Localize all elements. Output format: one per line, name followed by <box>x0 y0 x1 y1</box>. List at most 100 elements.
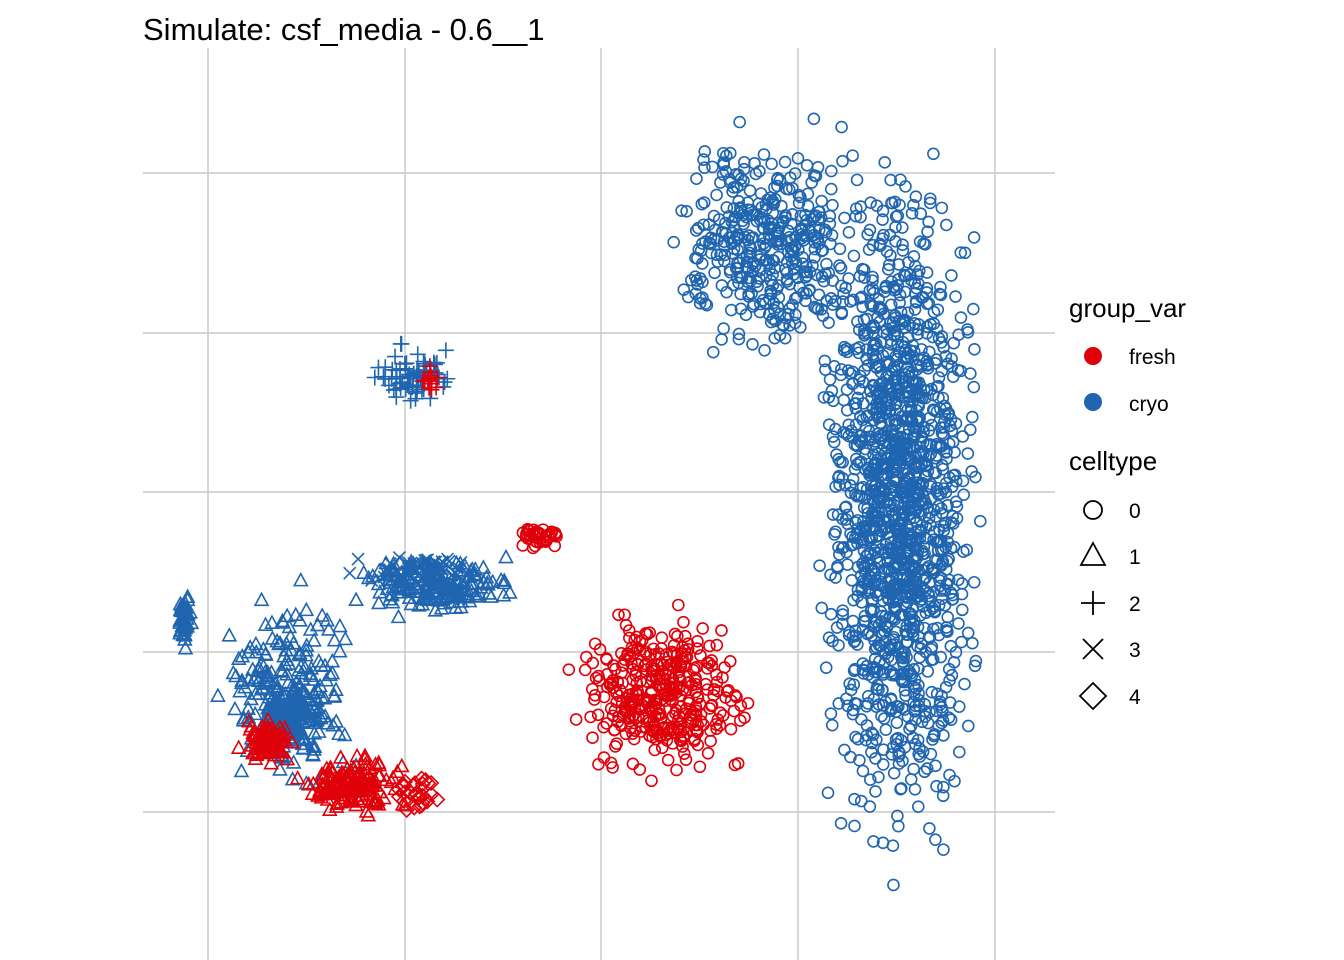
data-point <box>748 260 762 273</box>
data-point <box>849 452 863 466</box>
data-point <box>600 652 613 665</box>
data-point <box>698 145 712 158</box>
data-point <box>819 225 833 239</box>
data-point <box>895 372 909 385</box>
data-point <box>895 701 909 715</box>
data-point <box>856 663 870 677</box>
data-point <box>927 147 940 161</box>
legend-label-fresh: fresh <box>1129 346 1176 369</box>
data-point <box>284 771 301 786</box>
data-point <box>825 164 838 178</box>
data-point <box>827 435 841 449</box>
data-point <box>815 194 828 208</box>
data-point <box>912 678 925 692</box>
data-point <box>734 302 748 316</box>
data-point <box>936 458 949 472</box>
data-point <box>792 188 806 202</box>
data-point <box>801 187 815 201</box>
legend-label-cryo: cryo <box>1129 393 1169 416</box>
data-point <box>927 466 941 479</box>
data-point <box>175 600 192 616</box>
data-point <box>778 155 792 169</box>
data-point <box>889 733 903 746</box>
data-point <box>725 303 738 317</box>
data-point <box>266 727 283 743</box>
data-point <box>772 221 786 235</box>
data-point <box>580 650 593 664</box>
data-point <box>704 231 718 245</box>
data-point <box>389 763 406 779</box>
data-point <box>414 787 431 804</box>
data-point <box>937 428 950 442</box>
data-point <box>796 257 810 270</box>
data-point <box>257 646 274 662</box>
data-point <box>305 671 322 686</box>
data-point <box>387 348 404 365</box>
chart-title: Simulate: csf_media - 0.6__1 <box>143 12 545 47</box>
data-point <box>370 754 387 769</box>
data-point <box>240 700 257 715</box>
data-point <box>719 165 733 178</box>
data-point <box>882 436 896 449</box>
data-point <box>967 302 980 316</box>
data-point <box>800 269 814 282</box>
data-point <box>939 446 953 459</box>
data-point <box>427 602 444 617</box>
data-point <box>292 720 308 735</box>
legend-key-celltype-3 <box>1082 638 1104 660</box>
data-point <box>623 631 636 645</box>
data-point <box>441 580 458 595</box>
data-point <box>690 724 703 738</box>
data-point <box>714 248 727 261</box>
data-point <box>934 288 948 302</box>
data-point <box>708 266 721 280</box>
data-point <box>825 718 839 732</box>
data-point <box>319 784 336 800</box>
data-point <box>736 214 749 228</box>
data-point <box>874 605 888 619</box>
data-point <box>723 173 736 186</box>
legend: group_var fresh cryo celltype 0 1 2 3 4 <box>1069 293 1186 711</box>
data-point <box>918 532 932 545</box>
data-point <box>822 631 836 644</box>
data-point <box>902 365 916 379</box>
data-point <box>901 306 915 319</box>
data-point <box>604 676 617 690</box>
data-point <box>961 447 975 460</box>
data-point <box>481 585 497 600</box>
data-point <box>262 684 279 700</box>
data-point <box>838 743 851 757</box>
data-point <box>295 670 311 686</box>
data-point <box>326 631 343 647</box>
data-point <box>704 734 717 748</box>
data-point <box>923 822 936 835</box>
data-point <box>649 693 663 707</box>
data-point <box>403 595 420 611</box>
data-point <box>898 474 912 487</box>
data-point <box>668 627 682 641</box>
data-point <box>741 696 755 710</box>
data-point <box>822 391 836 404</box>
data-point <box>173 599 190 615</box>
data-point <box>917 384 931 397</box>
data-point <box>891 559 905 573</box>
data-point <box>863 800 877 813</box>
data-point <box>931 621 944 635</box>
data-point <box>930 779 943 793</box>
data-point <box>795 231 809 245</box>
data-point <box>720 285 733 299</box>
data-point <box>779 209 792 222</box>
data-point <box>648 743 662 757</box>
data-point <box>855 290 869 304</box>
data-point <box>278 635 295 650</box>
data-point <box>337 630 354 646</box>
data-point <box>862 243 876 256</box>
data-point <box>883 499 896 513</box>
data-point <box>824 707 838 720</box>
data-point <box>591 708 605 722</box>
data-point <box>324 664 341 680</box>
data-point <box>936 543 950 556</box>
data-point <box>832 452 845 466</box>
data-point <box>806 259 819 272</box>
